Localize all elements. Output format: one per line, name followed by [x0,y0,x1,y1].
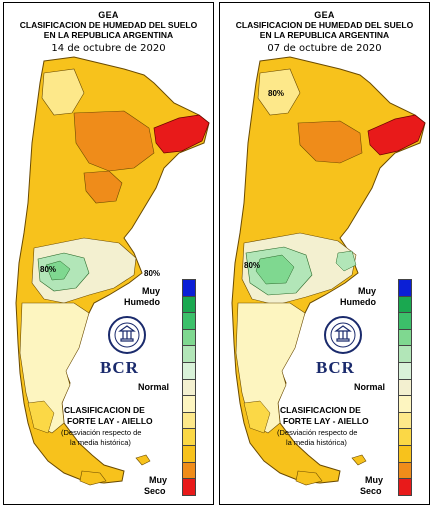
patagonia-zone [19,302,90,434]
legend-muy-humedo-line1: Muy [142,286,160,296]
legend-swatch-8 [182,411,196,430]
legend-swatch-9 [398,428,412,446]
classification-line1: CLASIFICACION DE [280,405,361,415]
legend-swatch-11 [398,461,412,480]
legend-color-bar [182,279,196,496]
bcr-seal-icon [323,315,363,360]
legend-swatch-12 [182,478,196,496]
east-wet-spot [335,250,357,272]
map-title: GEA [314,10,335,20]
northeast-very-dry [367,114,426,156]
classification-line1: CLASIFICACION DE [64,405,145,415]
bcr-seal-icon [107,315,147,360]
map-subtitle-1: CLASIFICACION DE HUMEDAD DEL SUELO [235,20,414,30]
contour-label-80: 80% [244,261,261,270]
legend-swatch-0 [398,279,412,297]
patagonia-zone [235,302,306,434]
malvinas [135,454,151,466]
legend-swatch-2 [398,312,412,330]
contour-label-80: 80% [40,265,57,274]
legend-swatch-3 [398,328,412,347]
legend-swatch-4 [182,345,196,363]
legend-swatch-6 [182,378,196,397]
legend-swatch-2 [182,312,196,330]
map-subtitle-2: EN LA REPUBLICA ARGENTINA [43,30,174,40]
tierra-del-fuego [79,470,107,486]
legend-muy-humedo-line2: Humedo [124,297,160,307]
wet-core [45,260,71,281]
contour-label-80-east: 80% [144,269,161,278]
patagonia-dry [27,400,55,434]
legend-muy-humedo-line1: Muy [358,286,376,296]
legend-swatch-7 [182,395,196,413]
bcr-logo: BCR [100,358,139,377]
legend-muy-seco-line2: Seco [144,486,166,496]
argentina-moisture-map [15,56,210,486]
legend-swatch-5 [398,361,412,380]
legend-swatch-11 [182,461,196,480]
classification-line2: FORTE LAY - AIELLO [67,416,153,426]
legend-swatch-3 [182,328,196,347]
classification-note-line2: la media histórica) [70,438,131,447]
wet-core [255,254,295,285]
northwest-zone [41,68,85,116]
soil-moisture-map-panel-left: GEA CLASIFICACION DE HUMEDAD DEL SUELO E… [3,2,214,505]
legend-normal: Normal [354,382,386,392]
classification-line2: FORTE LAY - AIELLO [283,416,369,426]
north-dry-zone [297,120,363,164]
northeast-very-dry [153,114,210,154]
legend-swatch-8 [398,411,412,430]
contour-label-80-north: 80% [268,89,285,98]
legend-swatch-1 [182,295,196,314]
bcr-logo: BCR [316,358,355,377]
classification-note-line2: la media histórica) [286,438,347,447]
map-subtitle-1: CLASIFICACION DE HUMEDAD DEL SUELO [19,20,198,30]
legend-swatch-6 [398,378,412,397]
northwest-zone [257,68,301,116]
legend-swatch-5 [182,361,196,380]
argentina-moisture-map [231,56,426,486]
map-title: GEA [98,10,119,20]
malvinas [351,454,367,466]
north-dry-zone [73,110,155,172]
legend-swatch-1 [398,295,412,314]
map-date: 14 de octubre de 2020 [51,43,166,54]
legend-swatch-10 [182,444,196,463]
legend-muy-seco-line2: Seco [360,486,382,496]
legend-swatch-0 [182,279,196,297]
legend-muy-humedo-line2: Humedo [340,297,376,307]
legend-swatch-4 [398,345,412,363]
legend-swatch-10 [398,444,412,463]
legend-muy-seco-line1: Muy [149,475,167,485]
soil-moisture-map-panel-right: GEA CLASIFICACION DE HUMEDAD DEL SUELO E… [219,2,430,505]
legend-swatch-9 [182,428,196,446]
map-subtitle-2: EN LA REPUBLICA ARGENTINA [259,30,390,40]
patagonia-dry [243,400,271,434]
legend-color-bar [398,279,412,496]
central-dry-zone [83,170,123,204]
legend-swatch-7 [398,395,412,413]
legend-normal: Normal [138,382,170,392]
legend-muy-seco-line1: Muy [365,475,383,485]
map-date: 07 de octubre de 2020 [267,43,382,54]
legend-swatch-12 [398,478,412,496]
classification-note-line1: (Desviación respecto de [61,428,142,437]
tierra-del-fuego [295,470,323,486]
classification-note-line1: (Desviación respecto de [277,428,358,437]
